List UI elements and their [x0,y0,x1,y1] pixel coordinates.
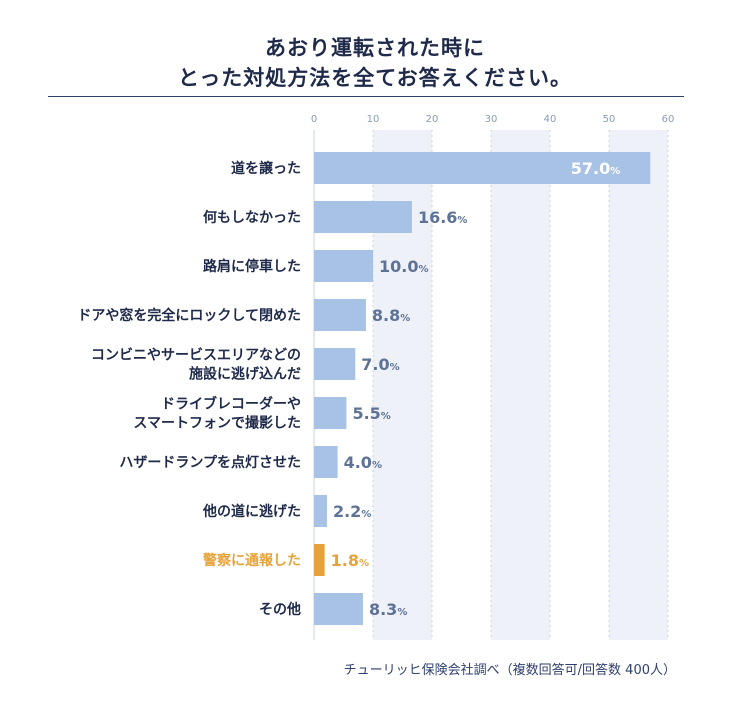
value-label: 57.0% [571,159,621,178]
value-number: 1.8 [331,551,359,570]
x-tick-label: 0 [311,114,317,125]
value-number: 8.8 [372,306,400,325]
value-label: 2.2% [333,502,371,521]
value-unit: % [372,460,382,471]
value-unit: % [400,313,410,324]
bar [314,495,327,527]
value-number: 4.0 [344,453,372,472]
grid-band [609,130,668,640]
category-label: 施設に逃げ込んだ [189,366,301,383]
value-number: 7.0 [361,355,389,374]
value-unit: % [390,362,400,373]
bar [314,299,366,331]
value-label: 1.8% [331,551,369,570]
x-tick-label: 50 [603,114,616,125]
category-label: 警察に通報した [203,552,301,569]
grid-band [491,130,550,640]
category-label: 何もしなかった [203,209,301,226]
x-tick-label: 60 [662,114,675,125]
category-label: ドアや窓を完全にロックして閉めた [77,307,301,324]
value-label: 7.0% [361,355,399,374]
value-label: 4.0% [344,453,382,472]
x-tick-label: 40 [544,114,557,125]
category-label: ドライブレコーダーや [161,396,301,413]
value-unit: % [359,558,369,569]
bar [314,446,338,478]
value-number: 16.6 [418,208,457,227]
category-label: 他の道に逃げた [202,503,301,520]
category-label: コンビニやサービスエリアなどの [91,348,301,364]
value-number: 8.3 [369,600,397,619]
bar [314,397,347,429]
x-tick-label: 20 [426,114,439,125]
value-unit: % [381,411,391,422]
value-label: 8.8% [372,306,410,325]
category-label: スマートフォンで撮影した [133,415,301,432]
bar [314,348,356,380]
value-label: 8.3% [369,600,407,619]
x-tick-label: 30 [485,114,498,125]
value-number: 2.2 [333,502,361,521]
x-tick-label: 10 [367,114,380,125]
source-note: チューリッヒ保険会社調べ（複数回答可/回答数 400人） [343,663,676,678]
chart-title-line2: とった対処方法を全てお答えください。 [177,66,573,90]
title-divider [48,96,684,97]
value-number: 10.0 [379,257,418,276]
chart-title-line1: あおり運転された時に [265,36,485,60]
bar [314,593,363,625]
value-unit: % [610,166,620,177]
value-unit: % [397,607,407,618]
value-unit: % [361,509,371,520]
bar [314,544,325,576]
bar [314,201,412,233]
value-label: 5.5% [352,404,390,423]
value-unit: % [418,264,428,275]
value-unit: % [457,215,467,226]
category-label: ハザードランプを点灯させた [119,454,301,471]
value-label: 10.0% [379,257,429,276]
bar [314,152,651,184]
value-number: 5.5 [352,404,380,423]
category-label: 路肩に停車した [203,258,301,275]
value-number: 57.0 [571,159,610,178]
category-label: その他 [259,601,301,618]
category-label: 道を譲った [231,160,301,177]
value-label: 16.6% [418,208,468,227]
bar [314,250,373,282]
